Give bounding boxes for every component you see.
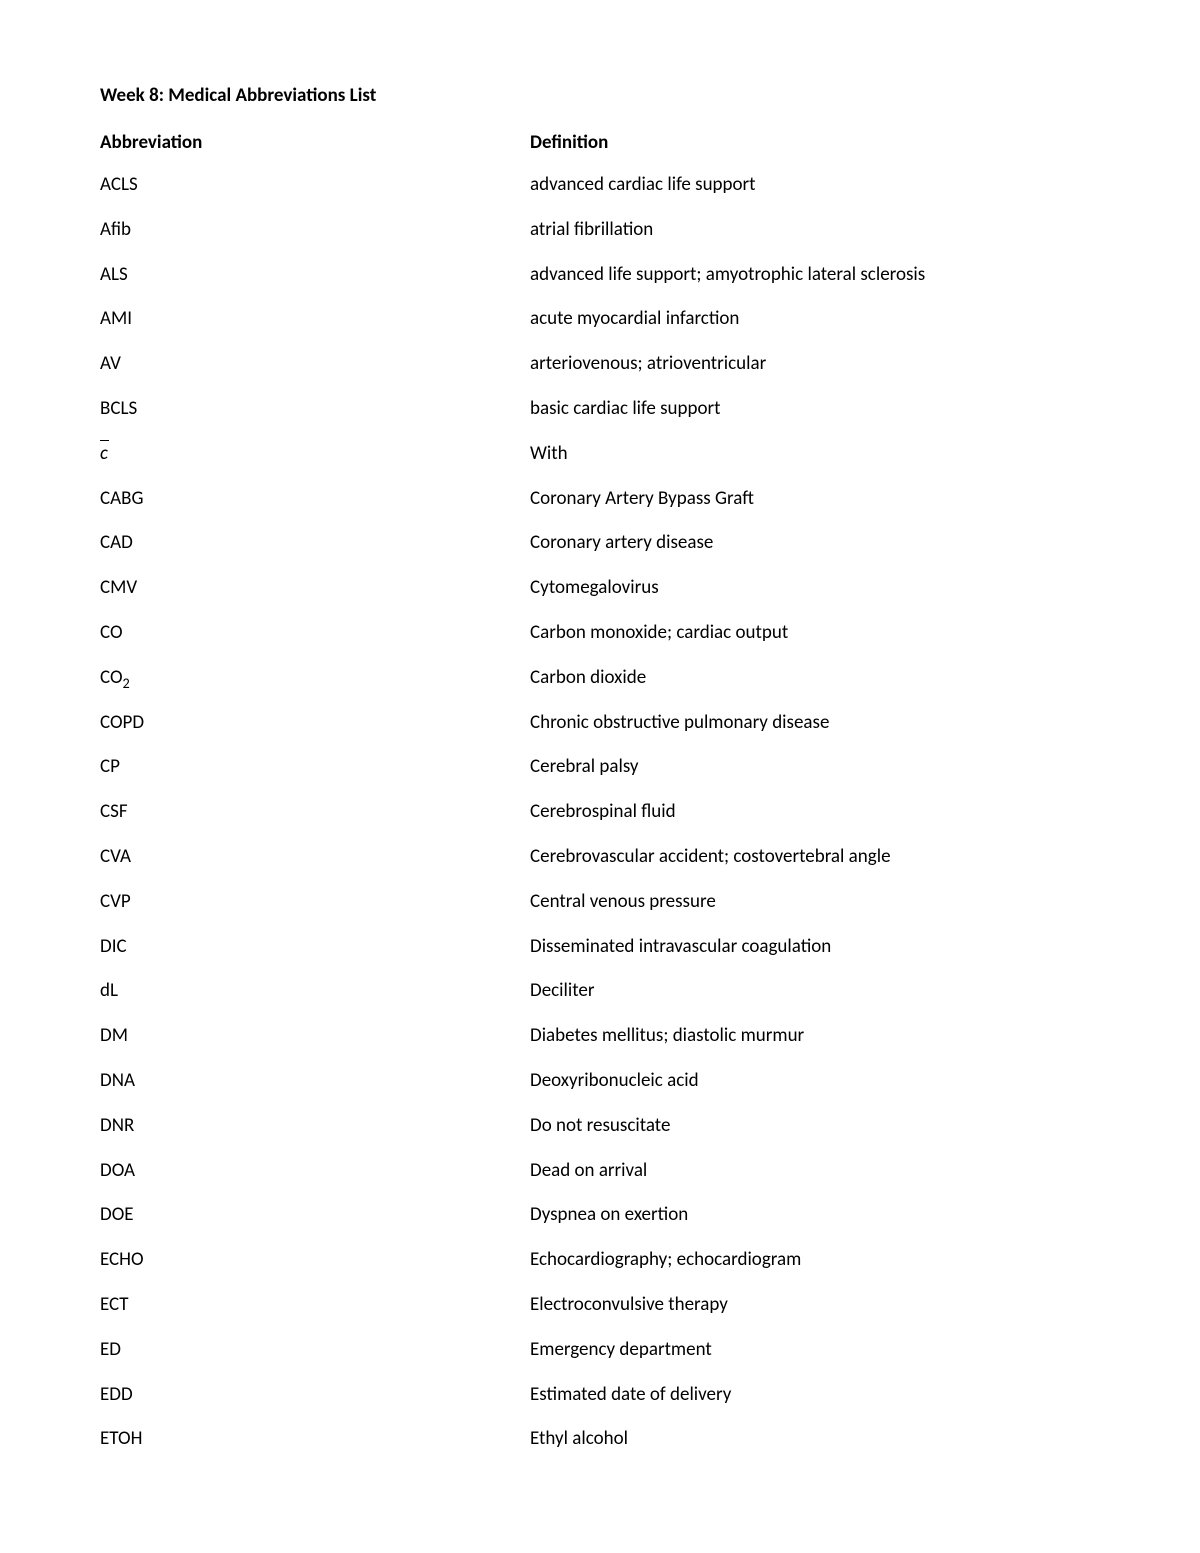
header-definition: Definition bbox=[530, 131, 1100, 154]
table-row: DOADead on arrival bbox=[100, 1160, 1100, 1183]
definition-cell: Cerebral palsy bbox=[530, 756, 1100, 779]
abbreviation-cell: ALS bbox=[100, 264, 530, 287]
definition-cell: Coronary artery disease bbox=[530, 532, 1100, 555]
abbreviation-cell: ECHO bbox=[100, 1249, 530, 1272]
table-row: COCarbon monoxide; cardiac output bbox=[100, 622, 1100, 645]
abbreviation-cell: Afib bbox=[100, 219, 530, 242]
table-row: BCLSbasic cardiac life support bbox=[100, 398, 1100, 421]
definition-cell: Deciliter bbox=[530, 980, 1100, 1003]
definition-cell: Chronic obstructive pulmonary disease bbox=[530, 712, 1100, 735]
table-row: dLDeciliter bbox=[100, 980, 1100, 1003]
abbreviation-cell: CVP bbox=[100, 891, 530, 914]
abbreviation-cell: CABG bbox=[100, 488, 530, 511]
definition-cell: atrial fibrillation bbox=[530, 219, 1100, 242]
table-row: DOEDyspnea on exertion bbox=[100, 1204, 1100, 1227]
definition-cell: With bbox=[530, 443, 1100, 466]
abbreviations-table: Abbreviation Definition ACLSadvanced car… bbox=[100, 131, 1100, 1451]
table-row: Afibatrial fibrillation bbox=[100, 219, 1100, 242]
header-abbreviation: Abbreviation bbox=[100, 131, 530, 154]
abbreviation-cell: CSF bbox=[100, 801, 530, 824]
abbreviation-cell: EDD bbox=[100, 1384, 530, 1407]
table-row: ALSadvanced life support; amyotrophic la… bbox=[100, 264, 1100, 287]
definition-cell: advanced life support; amyotrophic later… bbox=[530, 264, 1100, 287]
table-row: DNADeoxyribonucleic acid bbox=[100, 1070, 1100, 1093]
definition-cell: Dyspnea on exertion bbox=[530, 1204, 1100, 1227]
definition-cell: Carbon dioxide bbox=[530, 667, 1100, 690]
definition-cell: Disseminated intravascular coagulation bbox=[530, 936, 1100, 959]
definition-cell: advanced cardiac life support bbox=[530, 174, 1100, 197]
definition-cell: Cerebrospinal fluid bbox=[530, 801, 1100, 824]
abbreviation-cell: DIC bbox=[100, 936, 530, 959]
abbreviation-cell: CO2 bbox=[100, 667, 530, 690]
table-row: AVarteriovenous; atrioventricular bbox=[100, 353, 1100, 376]
abbreviation-cell: AV bbox=[100, 353, 530, 376]
table-row: ECHOEchocardiography; echocardiogram bbox=[100, 1249, 1100, 1272]
abbreviation-cell: DNA bbox=[100, 1070, 530, 1093]
definition-cell: Central venous pressure bbox=[530, 891, 1100, 914]
abbreviation-cell: AMI bbox=[100, 308, 530, 331]
abbreviation-cell: CP bbox=[100, 756, 530, 779]
abbreviation-cell: BCLS bbox=[100, 398, 530, 421]
table-body: ACLSadvanced cardiac life supportAfibatr… bbox=[100, 174, 1100, 1451]
abbreviation-cell: COPD bbox=[100, 712, 530, 735]
table-row: CADCoronary artery disease bbox=[100, 532, 1100, 555]
abbreviation-cell: ETOH bbox=[100, 1428, 530, 1451]
definition-cell: Dead on arrival bbox=[530, 1160, 1100, 1183]
abbreviation-cell: ED bbox=[100, 1339, 530, 1362]
table-row: COPDChronic obstructive pulmonary diseas… bbox=[100, 712, 1100, 735]
table-row: DMDiabetes mellitus; diastolic murmur bbox=[100, 1025, 1100, 1048]
table-row: EDDEstimated date of delivery bbox=[100, 1384, 1100, 1407]
definition-cell: Electroconvulsive therapy bbox=[530, 1294, 1100, 1317]
table-row: DICDisseminated intravascular coagulatio… bbox=[100, 936, 1100, 959]
abbreviation-cell: CVA bbox=[100, 846, 530, 869]
table-row: EDEmergency department bbox=[100, 1339, 1100, 1362]
table-row: CPCerebral palsy bbox=[100, 756, 1100, 779]
definition-cell: Estimated date of delivery bbox=[530, 1384, 1100, 1407]
abbreviation-cell: DM bbox=[100, 1025, 530, 1048]
table-header-row: Abbreviation Definition bbox=[100, 131, 1100, 154]
table-row: CO2Carbon dioxide bbox=[100, 667, 1100, 690]
table-row: DNRDo not resuscitate bbox=[100, 1115, 1100, 1138]
definition-cell: Echocardiography; echocardiogram bbox=[530, 1249, 1100, 1272]
definition-cell: Ethyl alcohol bbox=[530, 1428, 1100, 1451]
abbreviation-cell: ACLS bbox=[100, 174, 530, 197]
abbreviation-cell: CMV bbox=[100, 577, 530, 600]
definition-cell: Diabetes mellitus; diastolic murmur bbox=[530, 1025, 1100, 1048]
definition-cell: acute myocardial infarction bbox=[530, 308, 1100, 331]
page-title: Week 8: Medical Abbreviations List bbox=[100, 84, 1100, 107]
table-row: ECTElectroconvulsive therapy bbox=[100, 1294, 1100, 1317]
abbreviation-cell: DOA bbox=[100, 1160, 530, 1183]
definition-cell: basic cardiac life support bbox=[530, 398, 1100, 421]
table-row: CSFCerebrospinal fluid bbox=[100, 801, 1100, 824]
abbreviation-cell: ECT bbox=[100, 1294, 530, 1317]
definition-cell: Carbon monoxide; cardiac output bbox=[530, 622, 1100, 645]
table-row: ETOHEthyl alcohol bbox=[100, 1428, 1100, 1451]
table-row: CVPCentral venous pressure bbox=[100, 891, 1100, 914]
table-row: CMVCytomegalovirus bbox=[100, 577, 1100, 600]
abbreviation-cell: DNR bbox=[100, 1115, 530, 1138]
abbreviation-cell: CAD bbox=[100, 532, 530, 555]
definition-cell: Coronary Artery Bypass Graft bbox=[530, 488, 1100, 511]
table-row: CVACerebrovascular accident; costoverteb… bbox=[100, 846, 1100, 869]
definition-cell: Cytomegalovirus bbox=[530, 577, 1100, 600]
abbreviation-cell: dL bbox=[100, 980, 530, 1003]
definition-cell: arteriovenous; atrioventricular bbox=[530, 353, 1100, 376]
table-row: CABGCoronary Artery Bypass Graft bbox=[100, 488, 1100, 511]
table-row: AMIacute myocardial infarction bbox=[100, 308, 1100, 331]
table-row: ACLSadvanced cardiac life support bbox=[100, 174, 1100, 197]
table-row: cWith bbox=[100, 443, 1100, 466]
definition-cell: Do not resuscitate bbox=[530, 1115, 1100, 1138]
definition-cell: Cerebrovascular accident; costovertebral… bbox=[530, 846, 1100, 869]
abbreviation-cell: c bbox=[100, 443, 530, 466]
abbreviation-cell: CO bbox=[100, 622, 530, 645]
abbreviation-cell: DOE bbox=[100, 1204, 530, 1227]
definition-cell: Emergency department bbox=[530, 1339, 1100, 1362]
definition-cell: Deoxyribonucleic acid bbox=[530, 1070, 1100, 1093]
